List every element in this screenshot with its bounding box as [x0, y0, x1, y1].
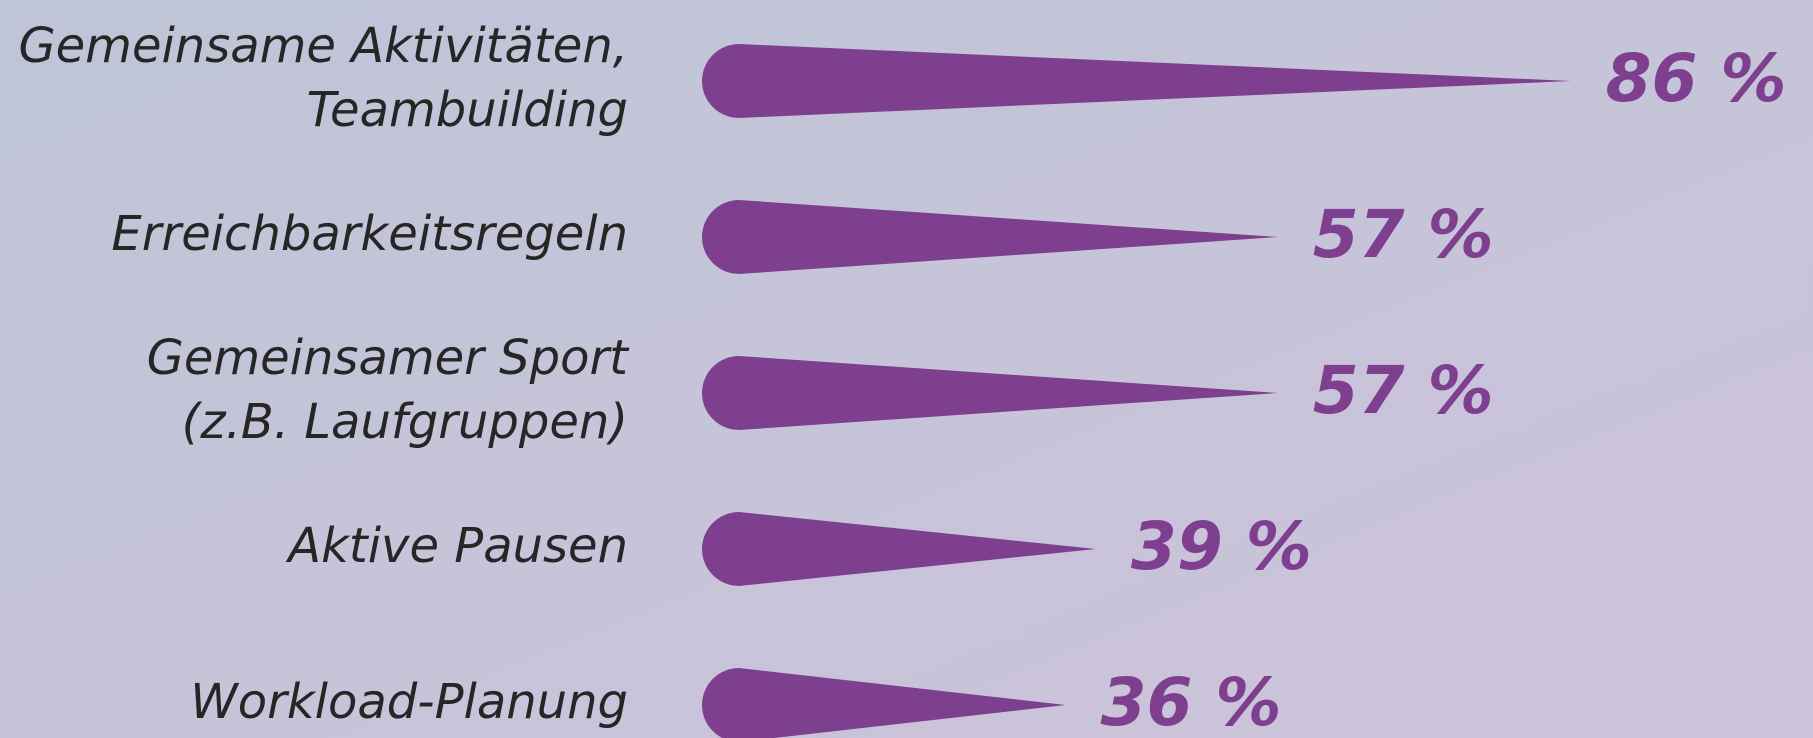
value-label: 39 % — [1131, 508, 1312, 585]
category-label: Teambuilding — [307, 82, 628, 138]
category-label: Gemeinsame Aktivitäten, — [18, 18, 628, 74]
category-label: Aktive Pausen — [285, 518, 628, 574]
category-label: (z.B. Laufgruppen) — [182, 394, 628, 450]
value-label: 36 % — [1101, 664, 1282, 738]
category-label: Erreichbarkeitsregeln — [111, 206, 628, 262]
bar — [702, 512, 1096, 586]
category-label: Workload-Planung — [190, 674, 628, 730]
bar — [702, 356, 1278, 430]
value-label: 57 % — [1313, 352, 1494, 429]
category-label: Gemeinsamer Sport — [147, 330, 631, 386]
bar — [702, 668, 1066, 738]
value-label: 86 % — [1606, 40, 1787, 117]
bar — [702, 200, 1278, 274]
bar — [702, 44, 1571, 118]
value-label: 57 % — [1313, 196, 1494, 273]
